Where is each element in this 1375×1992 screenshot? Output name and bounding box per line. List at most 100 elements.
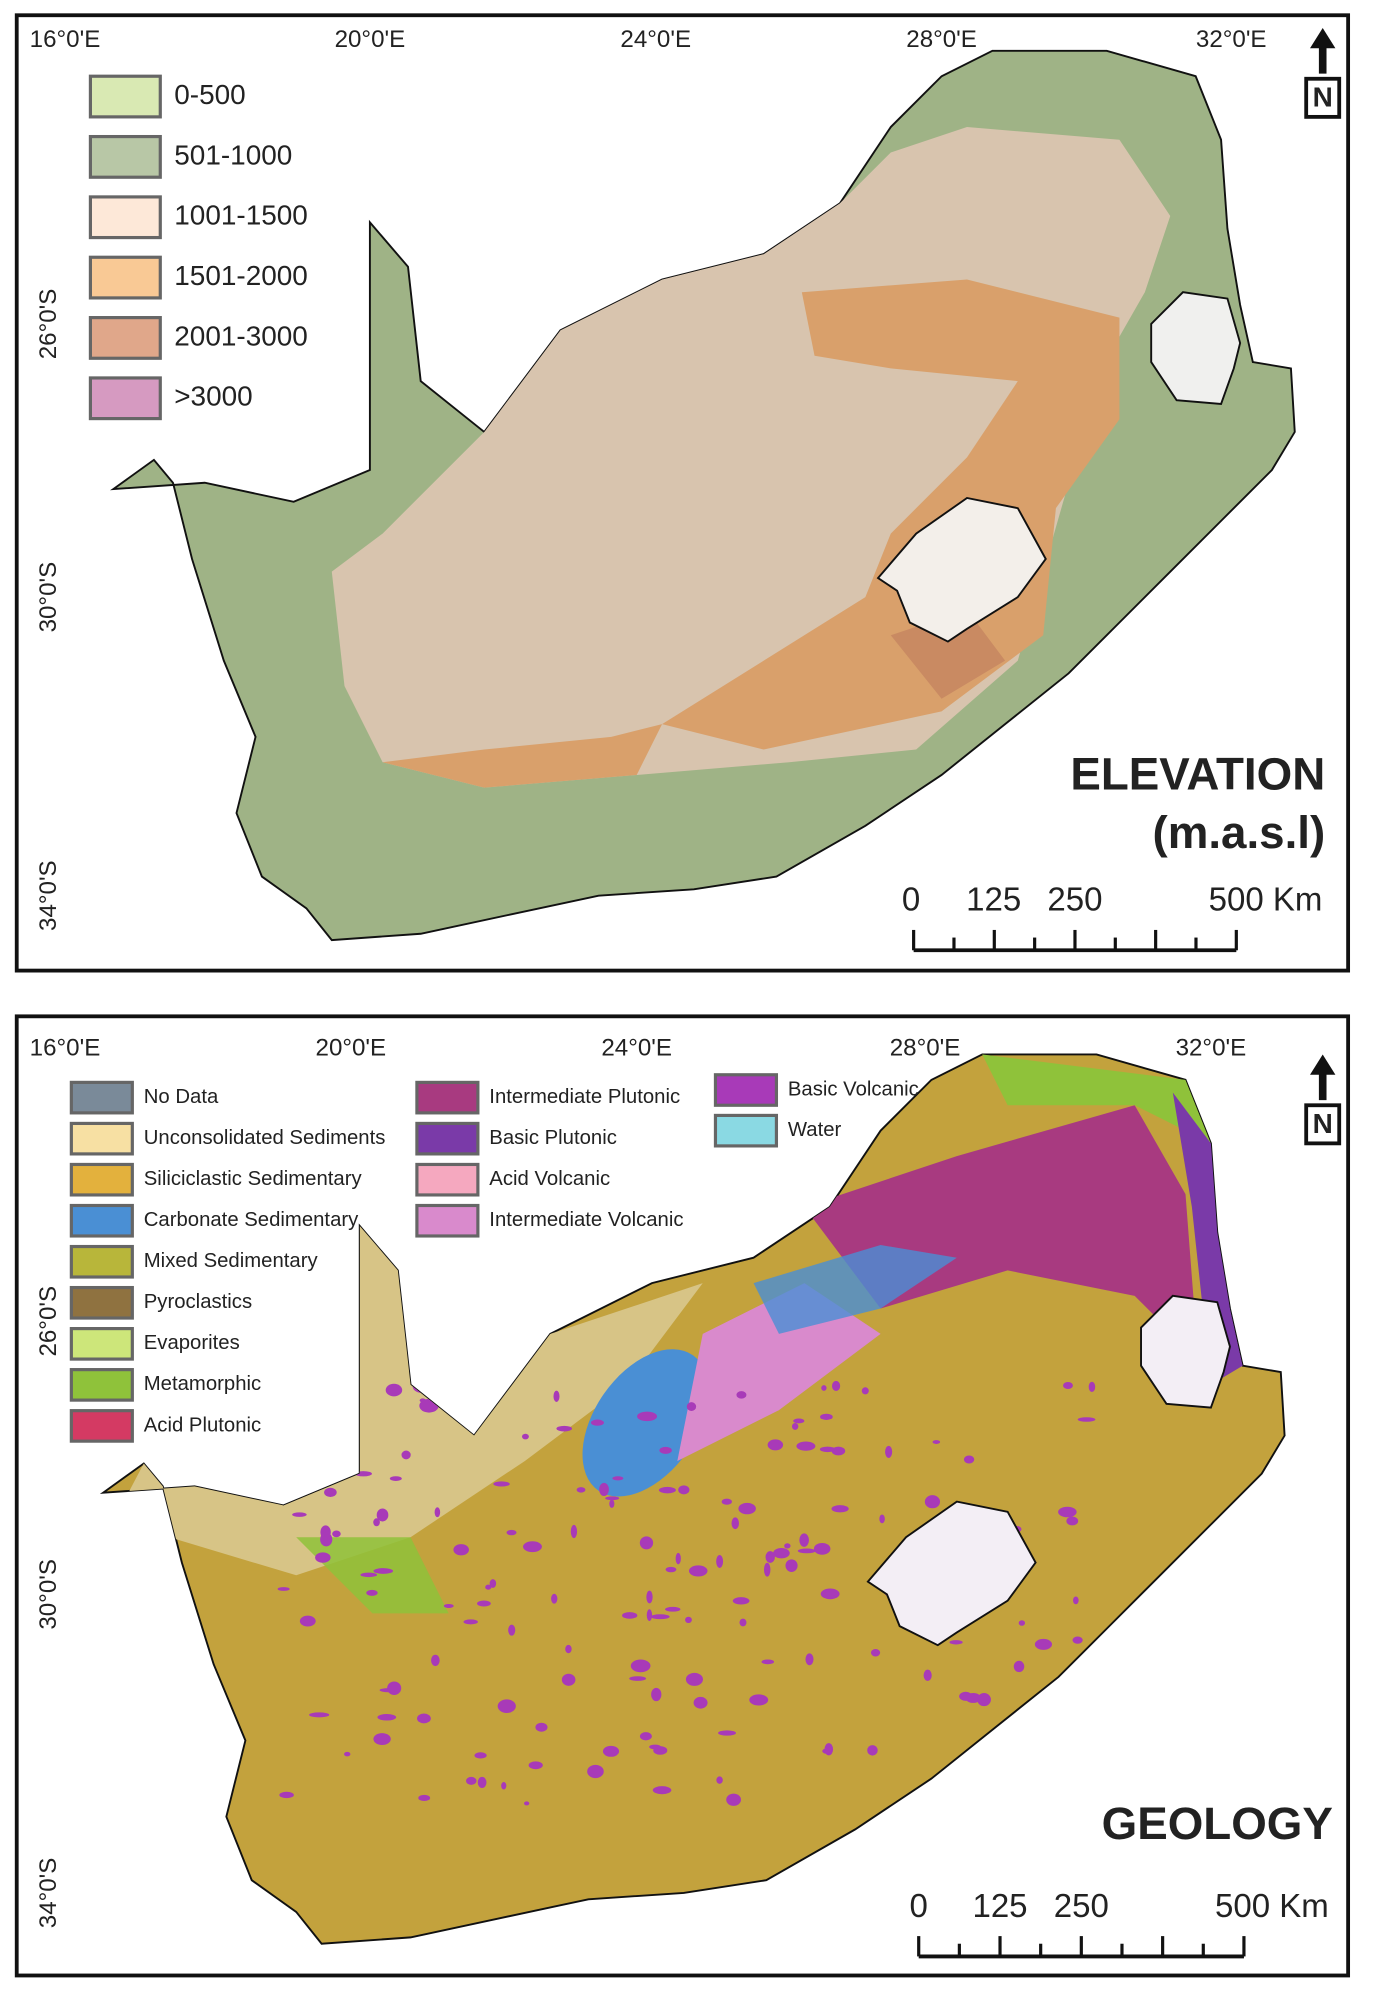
geology-speckle [1063, 1382, 1073, 1390]
legend-label: Intermediate Volcanic [489, 1209, 683, 1231]
geology-speckle [665, 1566, 677, 1573]
geology-speckle [923, 1669, 932, 1681]
legend-swatch [713, 1113, 779, 1148]
legend-label: Acid Volcanic [489, 1168, 610, 1190]
geology-speckle [605, 1496, 620, 1501]
geology-speckle [612, 1476, 624, 1481]
geology-speckle [292, 1512, 307, 1517]
geology-speckle [959, 1794, 977, 1801]
legend-swatch [713, 1073, 779, 1107]
geology-speckle [870, 1648, 881, 1657]
legend-label: Evaporites [144, 1332, 240, 1354]
map-title: GEOLOGY [1102, 1798, 1333, 1849]
geology-speckle [821, 1385, 827, 1391]
geology-speckle [501, 1781, 507, 1790]
geology-speckle [412, 1379, 431, 1393]
legend-label: 2001-3000 [174, 320, 308, 351]
geology-speckle [590, 1419, 604, 1426]
latitude-label: 30°0'S [35, 562, 62, 633]
geology-speckle [385, 1383, 403, 1397]
geology-speckle [646, 1590, 653, 1604]
geology-speckle [1034, 1638, 1052, 1650]
north-label: N [1313, 81, 1333, 112]
geology-speckle [587, 1764, 604, 1779]
geology-speckle [652, 1786, 672, 1795]
geology-speckle [277, 1587, 290, 1591]
geology-speckle [761, 1659, 775, 1665]
geology-speckle [675, 1552, 681, 1565]
legend-label: Intermediate Plutonic [489, 1086, 680, 1108]
geology-speckle [1010, 1775, 1022, 1789]
longitude-label: 28°0'E [890, 1035, 961, 1062]
geology-speckle [493, 1481, 510, 1487]
scale-label: 500 Km [1209, 881, 1323, 918]
geology-speckle [685, 1672, 703, 1686]
geology-speckle [831, 1380, 841, 1392]
geology-speckle [565, 1644, 572, 1654]
legend-label: Unconsolidated Sediments [144, 1127, 386, 1149]
geology-speckle [629, 1676, 646, 1681]
scale-label: 250 [1047, 881, 1102, 918]
geology-speckle [320, 1525, 331, 1540]
scale-label: 125 [972, 1887, 1027, 1924]
geology-speckle [417, 1713, 431, 1724]
legend-swatch [415, 1203, 480, 1238]
geology-speckle [599, 1482, 609, 1497]
scale-label: 500 Km [1215, 1887, 1329, 1924]
geology-speckle [688, 1565, 708, 1577]
geology-speckle [646, 1609, 653, 1622]
geology-speckle [716, 1776, 723, 1784]
legend-label: Basic Plutonic [489, 1127, 617, 1149]
legend-label: Carbonate Sedimentary [144, 1209, 359, 1231]
geology-speckle [315, 1552, 331, 1563]
legend-label: 501-1000 [174, 139, 292, 170]
geology-speckle [678, 1485, 690, 1495]
geology-speckle [932, 1440, 941, 1444]
geology-speckle [389, 1476, 402, 1481]
geology-speckle [1058, 1506, 1077, 1518]
legend-label: Metamorphic [144, 1373, 261, 1395]
geology-speckle [736, 1391, 747, 1399]
geology-speckle [693, 1696, 708, 1709]
geology-speckle [387, 1681, 402, 1696]
north-box [1304, 76, 1342, 119]
legend-swatch [69, 1121, 134, 1156]
legend-label: Siliciclastic Sedimentary [144, 1168, 363, 1190]
geology-speckle [659, 1446, 672, 1454]
geology-speckle [453, 1544, 469, 1556]
geology-speckle [1088, 1381, 1096, 1393]
geology-speckle [338, 1447, 346, 1458]
geology-speckle [551, 1593, 558, 1604]
geology-speckle [805, 1653, 814, 1666]
geology-speckle [639, 1536, 654, 1550]
geology-speckle [797, 1548, 816, 1554]
geology-speckle [820, 1413, 833, 1420]
geology-speckle [418, 1794, 431, 1802]
geology-speckle [324, 1487, 337, 1498]
geology-speckle [443, 1603, 454, 1608]
geology-speckle [665, 1606, 681, 1612]
longitude-label: 24°0'E [620, 26, 691, 53]
latitude-label: 26°0'S [35, 1286, 62, 1357]
legend-swatch [88, 255, 162, 300]
geology-speckle [1072, 1636, 1083, 1644]
geology-speckle [767, 1439, 784, 1451]
panel: 16°0'E 20°0'E 24°0'E 28°0'E 32°0'E 26°0'S 30°0… [14, 1014, 1351, 1978]
legend-swatch [415, 1080, 480, 1115]
geology-speckle [561, 1673, 576, 1686]
geology-speckle [497, 1699, 516, 1713]
longitude-label: 20°0'E [335, 26, 406, 53]
north-arrow [1310, 1054, 1336, 1101]
legend-label: Pyroclastics [144, 1291, 252, 1313]
geology-speckle [1073, 1596, 1079, 1605]
geology-speckle [332, 1530, 341, 1538]
geology-speckle [521, 1433, 529, 1440]
geology-speckle [1085, 1794, 1095, 1800]
geology-speckle [434, 1507, 441, 1518]
geology-speckle [820, 1588, 840, 1600]
north-arrow [1310, 27, 1336, 74]
geology-speckle [773, 1547, 790, 1559]
geology-speckle [524, 1801, 530, 1806]
latitude-label: 34°0'S [35, 1858, 62, 1929]
